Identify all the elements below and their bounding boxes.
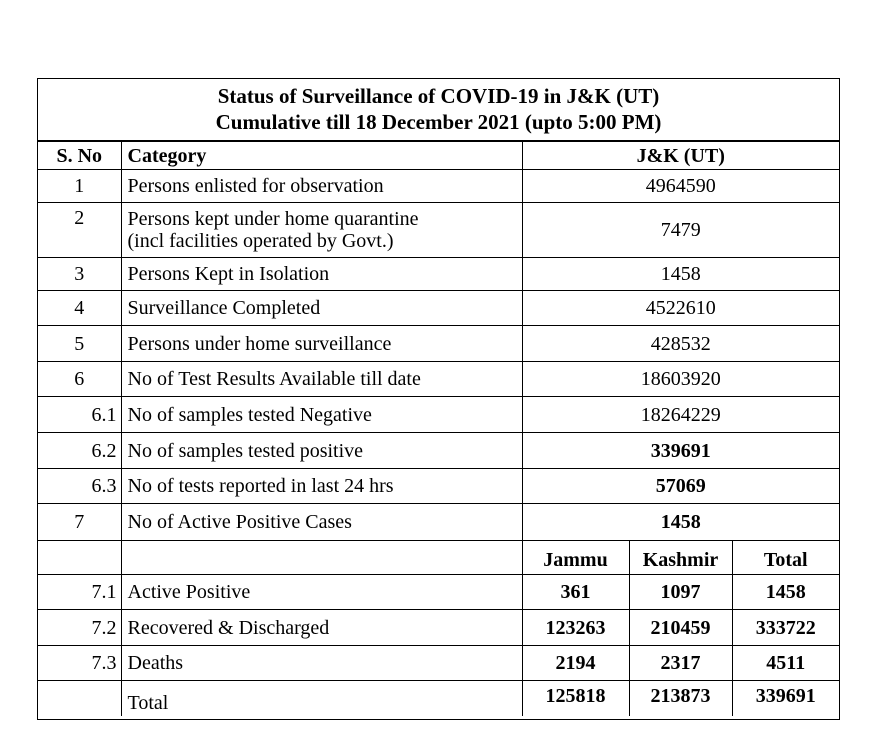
row-total: 1458 <box>731 574 839 610</box>
row-sno: 7.1 <box>38 574 122 610</box>
row-value: 1458 <box>521 503 839 541</box>
row-sno: 1 <box>38 169 122 203</box>
row-sno: 5 <box>38 325 122 362</box>
row-category: Surveillance Completed <box>120 290 523 326</box>
row-total: 333722 <box>731 609 839 646</box>
surveillance-table-frame: Status of Surveillance of COVID-19 in J&… <box>37 78 840 720</box>
row-value: 339691 <box>521 432 839 469</box>
row-jammu: 2194 <box>521 645 630 681</box>
table-row: 6.3 No of tests reported in last 24 hrs … <box>38 468 839 504</box>
row-category: Recovered & Discharged <box>120 609 523 646</box>
row-value: 18264229 <box>521 396 839 433</box>
header-total: Total <box>731 540 839 575</box>
table-row: 3 Persons Kept in Isolation 1458 <box>38 257 839 291</box>
row-value: 4522610 <box>521 290 839 326</box>
surveillance-table: S. No Category J&K (UT) 1 Persons enlist… <box>38 141 839 716</box>
row-jammu: 361 <box>521 574 630 610</box>
table-row: 6.2 No of samples tested positive 339691 <box>38 432 839 469</box>
row-category-line-1: Persons kept under home quarantine <box>127 208 419 230</box>
row-value: 428532 <box>521 325 839 362</box>
row-sno: 6 <box>38 361 122 397</box>
row-value: 1458 <box>521 257 839 291</box>
split-header-row: Jammu Kashmir Total <box>38 540 839 575</box>
row-value: 18603920 <box>521 361 839 397</box>
split-row: 7.2 Recovered & Discharged 123263 210459… <box>38 609 839 646</box>
title-line-2: Cumulative till 18 December 2021 (upto 5… <box>215 110 662 134</box>
table-header-row: S. No Category J&K (UT) <box>38 141 839 170</box>
split-row: 7.3 Deaths 2194 2317 4511 <box>38 645 839 681</box>
total-row-label: Total <box>120 680 523 716</box>
row-kashmir: 1097 <box>628 574 733 610</box>
row-value: 7479 <box>521 202 839 258</box>
row-category: No of samples tested Negative <box>120 396 523 433</box>
title-line-1: Status of Surveillance of COVID-19 in J&… <box>217 84 660 108</box>
row-sno: 6.3 <box>38 468 122 504</box>
row-sno: 7.3 <box>38 645 122 681</box>
total-kashmir: 213873 <box>628 680 733 716</box>
table-row: 1 Persons enlisted for observation 49645… <box>38 169 839 203</box>
row-sno: 3 <box>38 257 122 291</box>
split-row: 7.1 Active Positive 361 1097 1458 <box>38 574 839 610</box>
table-row: 6.1 No of samples tested Negative 182642… <box>38 396 839 433</box>
row-sno: 7.2 <box>38 609 122 646</box>
row-category: No of Active Positive Cases <box>120 503 523 541</box>
row-total: 4511 <box>731 645 839 681</box>
row-category: Active Positive <box>120 574 523 610</box>
row-category: No of Test Results Available till date <box>120 361 523 397</box>
table-title: Status of Surveillance of COVID-19 in J&… <box>38 79 839 141</box>
row-kashmir: 210459 <box>628 609 733 646</box>
table-row: 6 No of Test Results Available till date… <box>38 361 839 397</box>
total-row: Total 125818 213873 339691 <box>38 680 839 716</box>
row-sno: 6.2 <box>38 432 122 469</box>
split-header-sno-empty <box>38 540 122 575</box>
row-sno: 6.1 <box>38 396 122 433</box>
table-row: 4 Surveillance Completed 4522610 <box>38 290 839 326</box>
total-total: 339691 <box>731 680 839 716</box>
row-sno: 4 <box>38 290 122 326</box>
header-sno: S. No <box>38 141 122 170</box>
row-value: 4964590 <box>521 169 839 203</box>
row-category: Deaths <box>120 645 523 681</box>
row-category: Persons Kept in Isolation <box>120 257 523 291</box>
row-kashmir: 2317 <box>628 645 733 681</box>
header-category: Category <box>120 141 523 170</box>
row-category: Persons under home surveillance <box>120 325 523 362</box>
header-jk-ut: J&K (UT) <box>521 141 839 170</box>
row-sno: 2 <box>38 202 122 258</box>
row-category: Persons kept under home quarantine (incl… <box>120 202 523 258</box>
total-row-sno-empty <box>38 680 122 716</box>
table-row: 2 Persons kept under home quarantine (in… <box>38 202 839 258</box>
row-category: No of tests reported in last 24 hrs <box>120 468 523 504</box>
row-category: No of samples tested positive <box>120 432 523 469</box>
split-header-category-empty <box>120 540 523 575</box>
row-value: 57069 <box>521 468 839 504</box>
total-jammu: 125818 <box>521 680 630 716</box>
row-category: Persons enlisted for observation <box>120 169 523 203</box>
header-jammu: Jammu <box>521 540 630 575</box>
row-sno: 7 <box>38 503 122 541</box>
row-jammu: 123263 <box>521 609 630 646</box>
table-row: 7 No of Active Positive Cases 1458 <box>38 503 839 541</box>
table-row: 5 Persons under home surveillance 428532 <box>38 325 839 362</box>
header-kashmir: Kashmir <box>628 540 733 575</box>
row-category-line-2: (incl facilities operated by Govt.) <box>127 230 394 252</box>
